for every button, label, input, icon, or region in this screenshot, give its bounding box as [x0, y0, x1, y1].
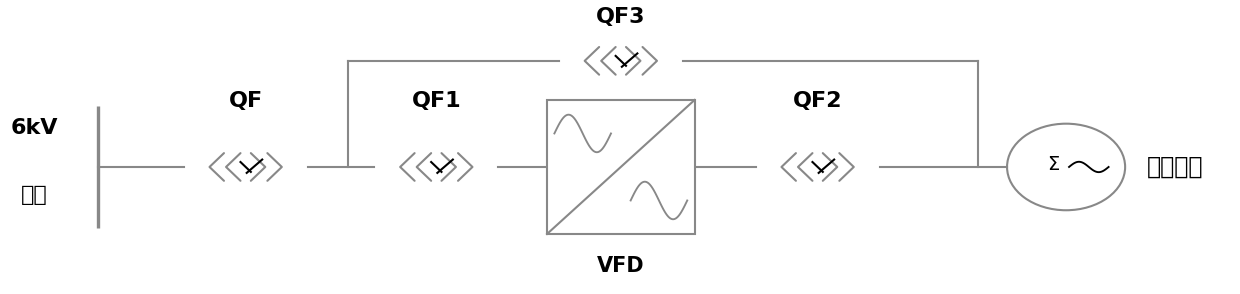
Text: 一次风机: 一次风机 — [1147, 155, 1204, 179]
Text: $\Sigma$: $\Sigma$ — [1047, 155, 1060, 174]
Bar — [547, 100, 694, 234]
Text: QF1: QF1 — [412, 91, 461, 111]
Text: QF3: QF3 — [596, 7, 646, 27]
Text: QF2: QF2 — [792, 91, 842, 111]
Text: VFD: VFD — [596, 256, 645, 276]
Text: QF: QF — [228, 91, 263, 111]
Text: 母线: 母线 — [21, 185, 47, 205]
Text: 6kV: 6kV — [10, 118, 58, 138]
